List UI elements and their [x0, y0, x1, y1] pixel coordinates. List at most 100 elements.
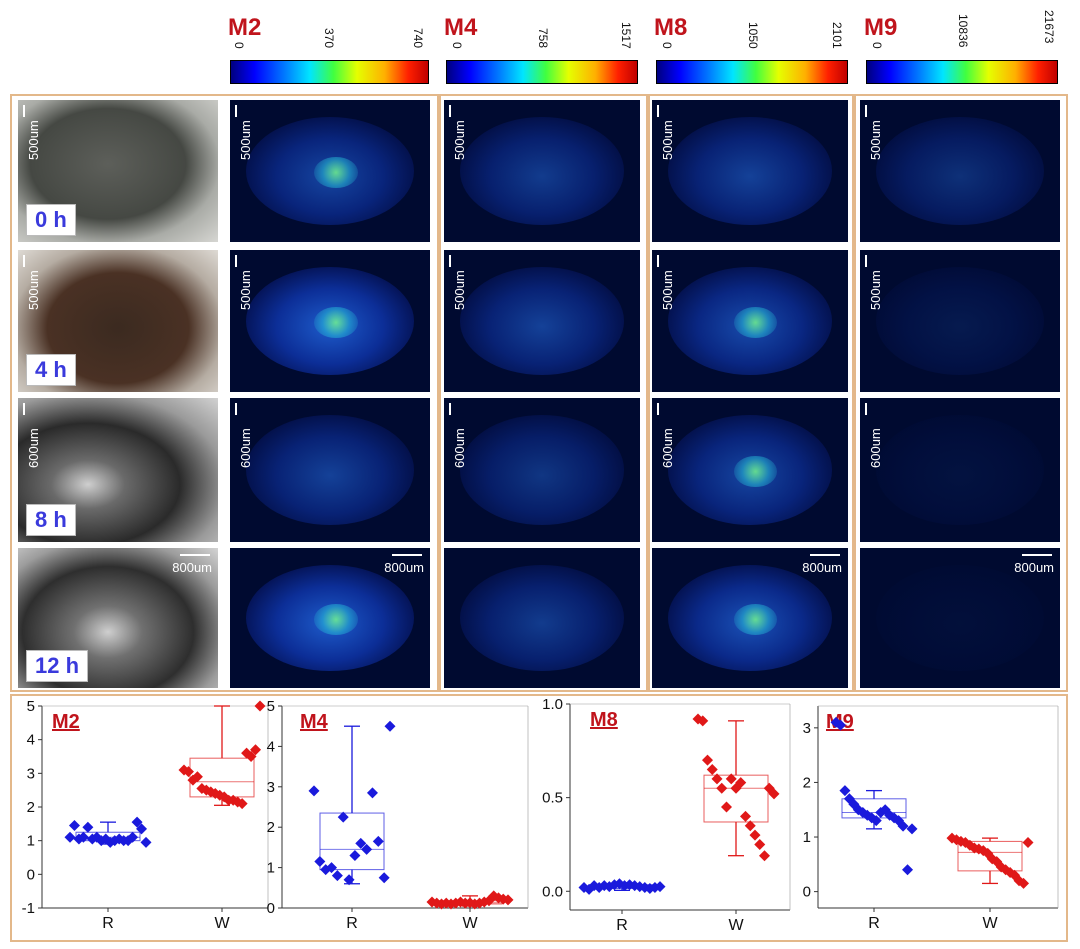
ms-image — [444, 548, 640, 688]
data-point — [140, 836, 152, 848]
data-point — [721, 801, 732, 813]
data-point — [1022, 836, 1034, 848]
scale-bar — [865, 105, 867, 117]
scale-label: 800um — [1014, 560, 1054, 575]
data-point — [308, 785, 320, 797]
data-point — [236, 798, 248, 810]
data-point — [749, 829, 761, 841]
x-tick-label: R — [346, 915, 358, 932]
data-point — [343, 874, 355, 886]
data-point — [361, 843, 373, 855]
ms-signal — [876, 267, 1044, 375]
data-point — [725, 773, 737, 785]
x-tick-label: W — [728, 917, 744, 934]
y-tick-label: 0.5 — [542, 790, 563, 807]
colorbar-gradient — [656, 60, 848, 84]
box — [703, 774, 769, 823]
data-point — [250, 744, 262, 756]
ms-hotspot — [734, 455, 778, 488]
ms-image: 500um — [860, 100, 1060, 242]
data-point — [372, 835, 384, 847]
scale-bar — [865, 255, 867, 267]
ms-hotspot — [314, 306, 358, 339]
y-tick-label: 0.0 — [542, 883, 563, 900]
scale-label: 800um — [802, 560, 842, 575]
data-point — [355, 837, 367, 849]
ms-signal — [667, 117, 833, 225]
ms-signal — [459, 415, 625, 525]
ms-image: 500um — [444, 250, 640, 392]
scale-bar — [449, 105, 451, 117]
data-point — [502, 894, 514, 906]
ms-image: 800um — [230, 548, 430, 688]
data-point — [64, 831, 76, 843]
data-point — [136, 823, 148, 835]
colorbar-gradient — [866, 60, 1058, 84]
y-tick-label: 3 — [803, 720, 811, 737]
column-divider — [437, 94, 441, 692]
y-tick-label: 2 — [27, 799, 35, 816]
data-point — [384, 720, 396, 732]
data-point — [740, 810, 751, 822]
data-point — [768, 788, 780, 800]
ms-hotspot — [314, 604, 358, 635]
data-point — [834, 719, 846, 731]
x-tick-label: W — [462, 915, 478, 932]
data-point — [706, 764, 718, 776]
ms-hotspot — [734, 306, 778, 339]
ms-image: 500um — [230, 250, 430, 392]
ms-image: 500um — [652, 250, 848, 392]
data-point — [870, 815, 882, 827]
data-point — [331, 870, 343, 882]
ms-hotspot — [734, 604, 778, 635]
ms-hotspot — [314, 156, 358, 189]
time-label: 8 h — [26, 504, 76, 536]
ms-image: 500um — [444, 100, 640, 242]
scale-label: 800um — [172, 560, 212, 575]
data-point — [902, 864, 914, 876]
data-point — [702, 754, 713, 766]
column-divider — [852, 94, 856, 692]
ms-image: 500um — [860, 250, 1060, 392]
data-point — [182, 766, 194, 778]
ms-image: 800um — [860, 548, 1060, 688]
ms-signal — [876, 564, 1044, 672]
colorbar-title: M8 — [654, 14, 688, 41]
y-tick-label: 0 — [803, 884, 811, 901]
scale-bar — [235, 255, 237, 267]
x-tick-label: W — [214, 915, 230, 932]
data-point — [1018, 877, 1030, 889]
data-point — [697, 715, 709, 727]
y-tick-label: 1.0 — [542, 696, 563, 713]
scale-bar — [1022, 554, 1052, 556]
data-point — [349, 849, 361, 861]
data-point — [378, 872, 390, 884]
data-point — [754, 838, 766, 850]
scale-bar — [865, 403, 867, 415]
scale-bar — [449, 255, 451, 267]
ms-image: 600um — [230, 398, 430, 542]
y-tick-label: 3 — [27, 765, 35, 782]
x-tick-label: R — [616, 917, 628, 934]
scale-bar — [449, 403, 451, 415]
ms-signal — [246, 415, 414, 525]
colorbar-title: M9 — [864, 14, 898, 41]
ms-image: 600um — [652, 398, 848, 542]
y-tick-label: 5 — [267, 698, 275, 715]
y-tick-label: 4 — [267, 738, 275, 755]
scale-bar — [235, 105, 237, 117]
ms-image: 800um — [652, 548, 848, 688]
box — [319, 812, 385, 871]
ms-signal — [876, 415, 1044, 525]
y-tick-label: 1 — [267, 860, 275, 877]
x-tick-label: W — [982, 915, 998, 932]
data-point — [68, 820, 80, 832]
boxplot-panel-frame — [10, 694, 1068, 942]
y-tick-label: 0 — [267, 900, 275, 917]
scale-bar — [23, 255, 25, 267]
colorbar-title: M4 — [444, 14, 478, 41]
data-point — [897, 820, 909, 832]
scale-bar — [657, 105, 659, 117]
time-label: 12 h — [26, 650, 89, 682]
y-tick-label: 2 — [803, 774, 811, 791]
